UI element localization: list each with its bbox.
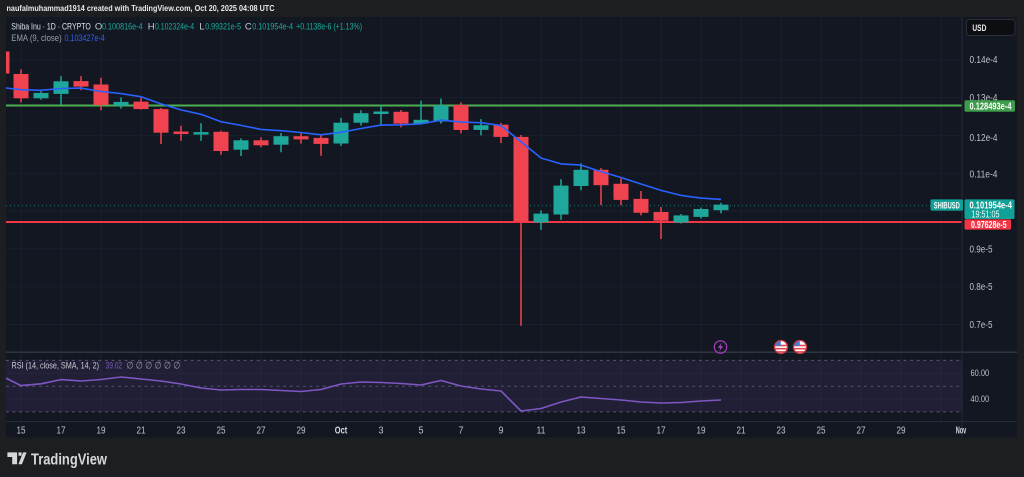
svg-text:C: C <box>245 21 252 32</box>
svg-text:0.102324e-4: 0.102324e-4 <box>155 21 194 32</box>
svg-text:27: 27 <box>257 426 266 437</box>
svg-text:EMA (9, close): EMA (9, close) <box>11 33 61 44</box>
svg-text:0.12e-4: 0.12e-4 <box>970 133 998 144</box>
svg-text:25: 25 <box>217 426 226 437</box>
svg-text:USD: USD <box>972 23 986 34</box>
svg-text:H: H <box>148 21 155 32</box>
svg-text:0.103427e-4: 0.103427e-4 <box>65 33 105 44</box>
svg-text:naufalmuhammad1914 created wit: naufalmuhammad1914 created with TradingV… <box>7 3 275 13</box>
svg-text:60.00: 60.00 <box>971 368 990 378</box>
svg-text:9: 9 <box>499 426 504 437</box>
svg-text:40.00: 40.00 <box>971 394 990 404</box>
svg-text:21: 21 <box>137 426 146 437</box>
svg-text:0.128493e-4: 0.128493e-4 <box>970 102 1012 113</box>
svg-text:19: 19 <box>97 426 106 437</box>
svg-text:0.11e-4: 0.11e-4 <box>970 169 998 180</box>
svg-text:11: 11 <box>537 426 546 437</box>
svg-text:L: L <box>199 21 204 32</box>
svg-text:SHIBUSD: SHIBUSD <box>934 200 960 211</box>
svg-text:29: 29 <box>297 426 306 437</box>
svg-text:29: 29 <box>897 426 906 437</box>
svg-text:RSI (14, close, SMA, 14, 2): RSI (14, close, SMA, 14, 2) <box>12 361 100 372</box>
svg-text:0.100816e-4: 0.100816e-4 <box>102 21 143 32</box>
svg-text:17: 17 <box>57 426 66 437</box>
svg-text:7: 7 <box>459 426 464 437</box>
svg-text:0.9e-5: 0.9e-5 <box>970 244 993 255</box>
svg-text:23: 23 <box>177 426 186 437</box>
svg-text:19:51:05: 19:51:05 <box>972 210 1000 221</box>
svg-text:15: 15 <box>617 426 626 437</box>
svg-text:0.99321e-5: 0.99321e-5 <box>205 21 241 32</box>
svg-text:0.13e-4: 0.13e-4 <box>970 93 998 104</box>
svg-text:5: 5 <box>419 426 424 437</box>
svg-text:0.101954e-4: 0.101954e-4 <box>970 200 1013 211</box>
svg-text:19: 19 <box>697 426 706 437</box>
svg-text:0.97628e-5: 0.97628e-5 <box>971 220 1007 231</box>
svg-text:0.7e-5: 0.7e-5 <box>970 320 993 331</box>
svg-text:25: 25 <box>817 426 826 437</box>
svg-text:39.02: 39.02 <box>106 361 123 372</box>
svg-text:0.14e-4: 0.14e-4 <box>970 55 998 66</box>
svg-text:27: 27 <box>857 426 866 437</box>
svg-text:21: 21 <box>737 426 746 437</box>
svg-text:13: 13 <box>577 426 586 437</box>
svg-text:23: 23 <box>777 426 786 437</box>
svg-text:17: 17 <box>657 426 666 437</box>
svg-text:Nov: Nov <box>956 426 967 437</box>
svg-text:+0.1138e-6 (+1.13%): +0.1138e-6 (+1.13%) <box>296 21 362 32</box>
svg-text:TradingView: TradingView <box>31 451 108 468</box>
svg-text:∅ ∅ ∅ ∅ ∅ ∅: ∅ ∅ ∅ ∅ ∅ ∅ <box>126 361 180 372</box>
svg-text:Oct: Oct <box>335 426 348 437</box>
svg-text:0.101954e-4: 0.101954e-4 <box>252 21 293 32</box>
svg-text:3: 3 <box>379 426 384 437</box>
svg-text:15: 15 <box>17 426 26 437</box>
svg-text:O: O <box>95 21 102 32</box>
svg-text:0.8e-5: 0.8e-5 <box>970 282 993 293</box>
svg-text:Shiba Inu · 1D · CRYPTO: Shiba Inu · 1D · CRYPTO <box>11 21 91 32</box>
